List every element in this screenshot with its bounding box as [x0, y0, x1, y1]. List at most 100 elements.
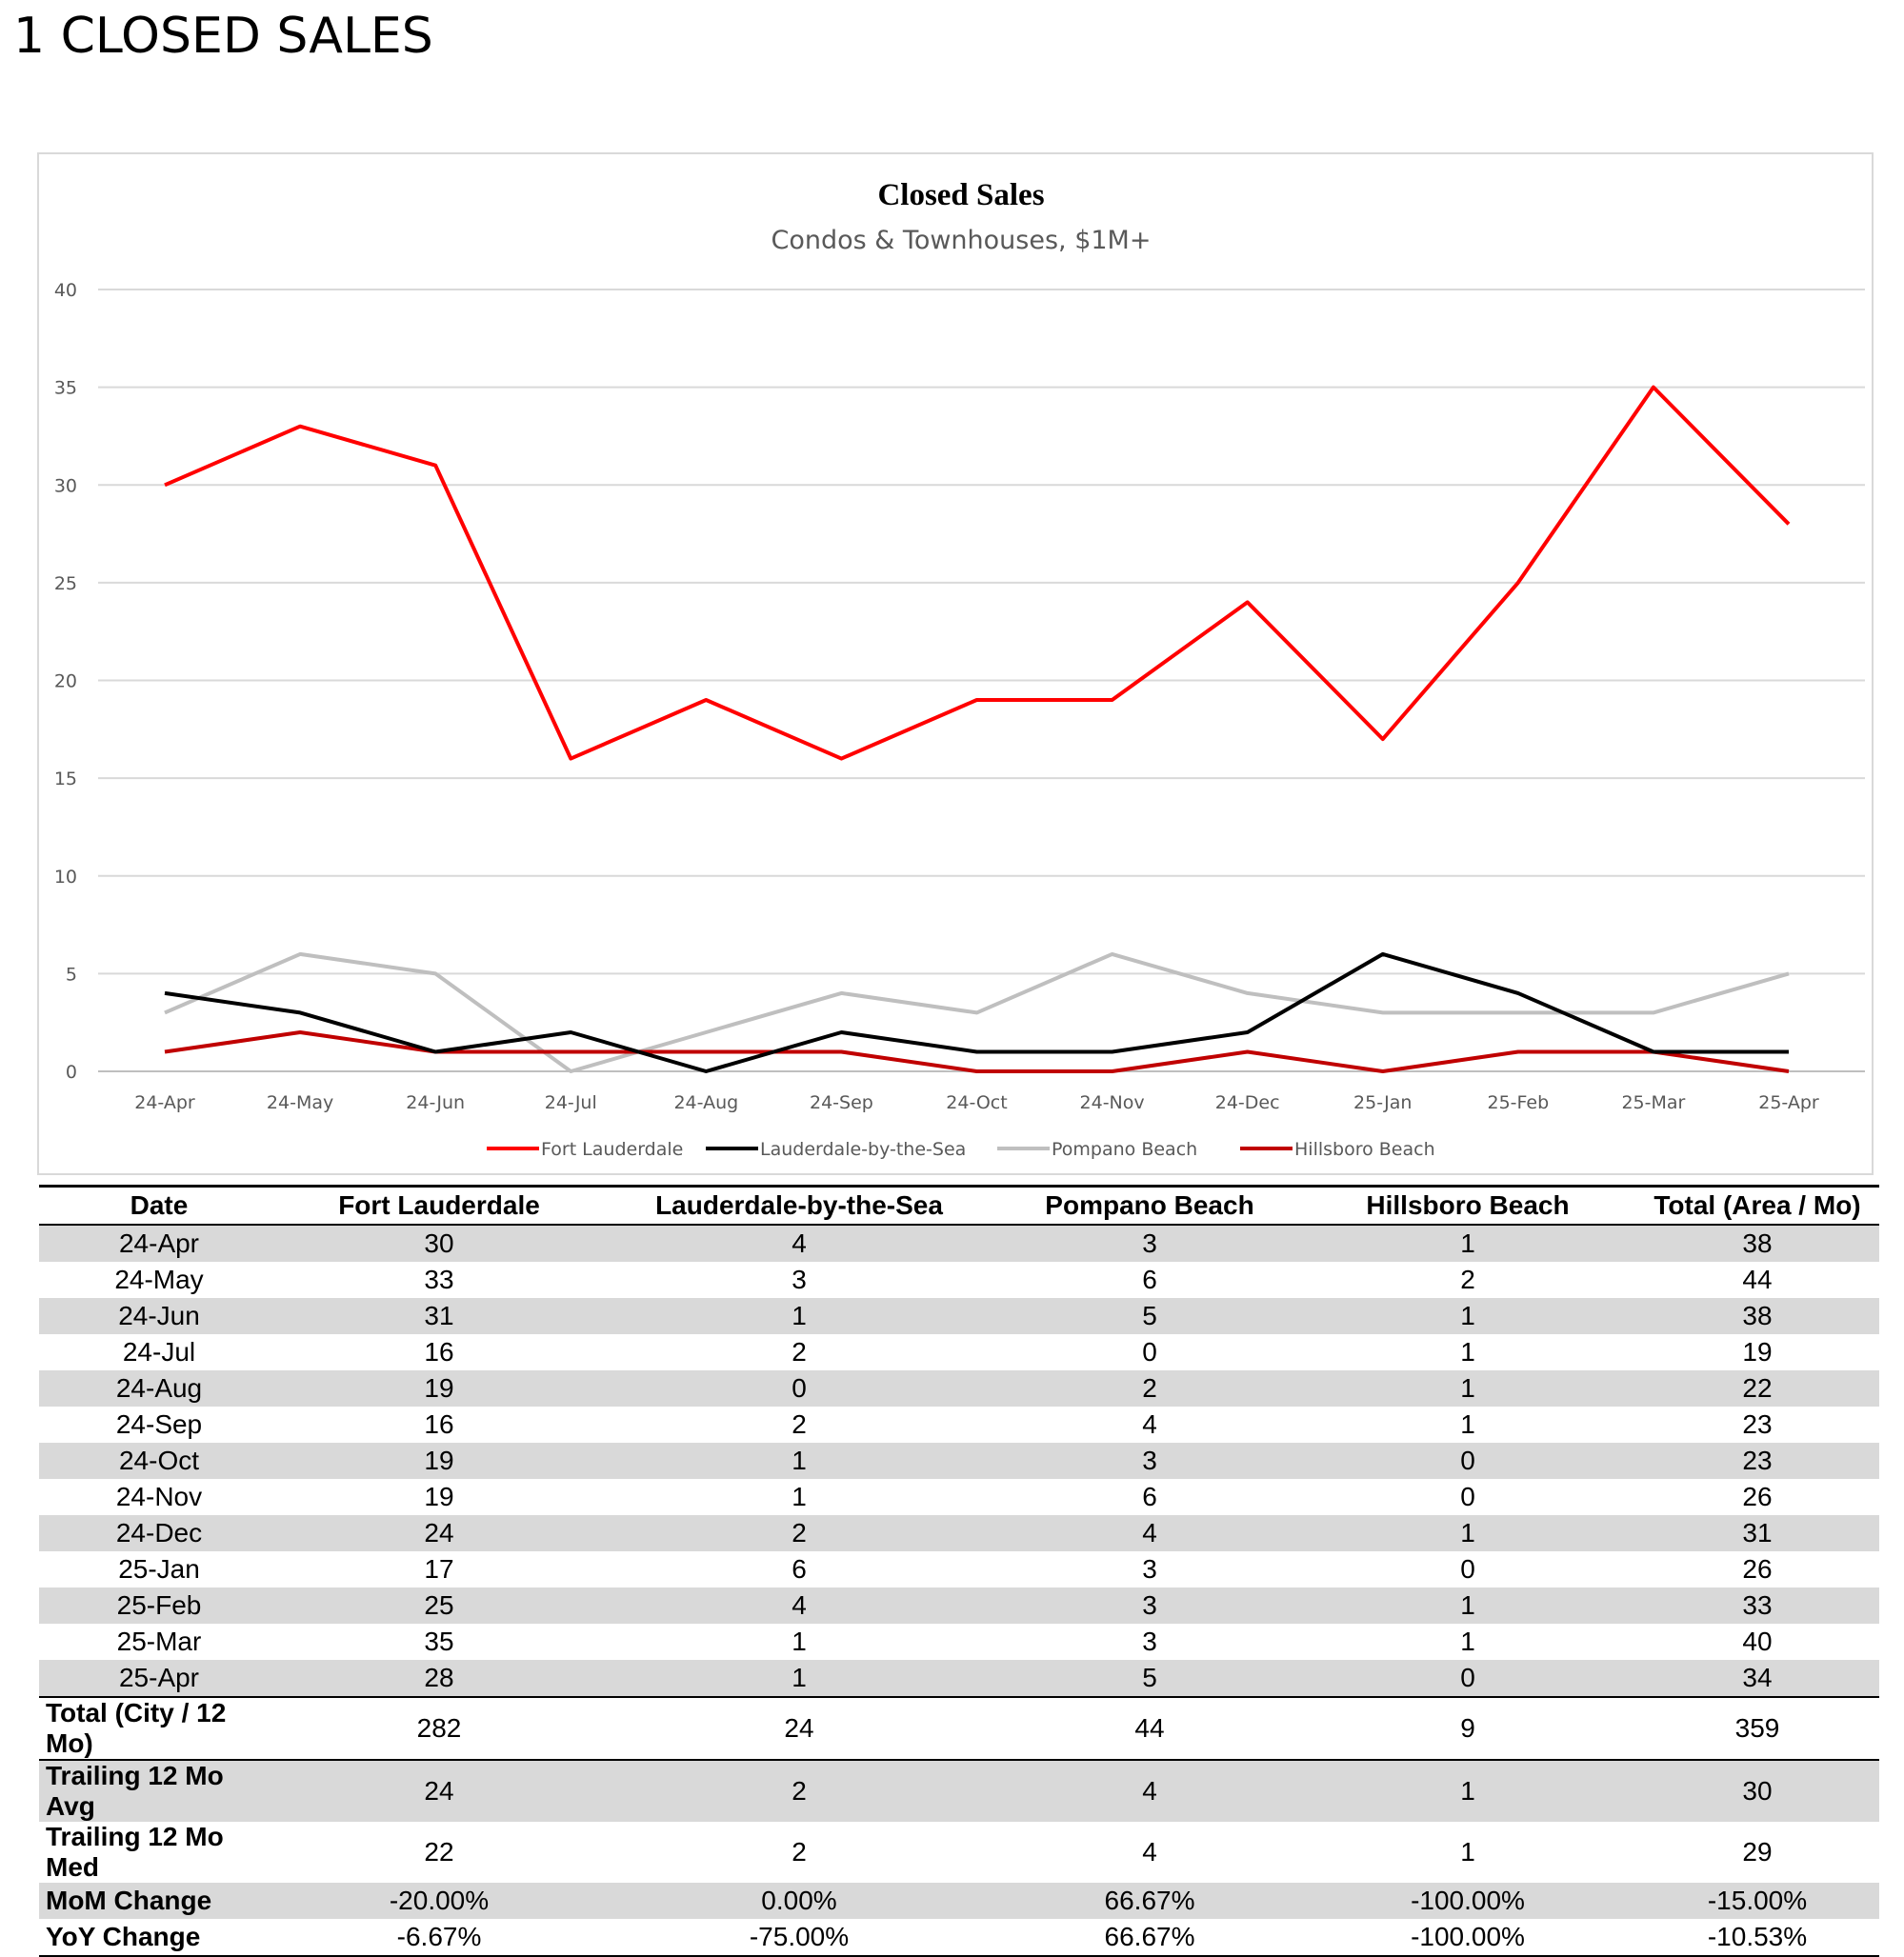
legend: Fort Lauderdale Lauderdale-by-the-Sea Pomp…: [487, 1139, 1435, 1160]
column-header: Lauderdale-by-the-Sea: [599, 1185, 999, 1226]
table-cell: 31: [279, 1298, 599, 1334]
table-cell: 4: [999, 1760, 1300, 1822]
table-cell: 3: [1142, 1554, 1157, 1584]
series-lines: [164, 385, 1791, 1073]
sales-table: Date Fort Lauderdale Lauderdale-by-the-Sea…: [39, 1185, 1879, 1957]
y-tick-label: 25: [54, 573, 77, 594]
table-cell: -15.00%: [1635, 1883, 1879, 1919]
table-cell: 5: [999, 1660, 1300, 1697]
y-tick-label: 30: [54, 475, 77, 496]
table-cell: 24-Jul: [122, 1337, 196, 1367]
table-cell: -100.00%: [1300, 1883, 1635, 1919]
table-cell: 1: [599, 1443, 999, 1479]
legend-label: Fort Lauderdale: [541, 1139, 683, 1160]
table-cell: 1: [1300, 1298, 1635, 1334]
table-cell: 30: [1635, 1760, 1879, 1822]
table-cell: 2: [599, 1515, 999, 1551]
x-tick-label: 24-Jul: [545, 1092, 597, 1113]
table-cell: 2: [792, 1837, 807, 1867]
legend-label: Hillsboro Beach: [1294, 1139, 1435, 1160]
column-header: Total (Area / Mo): [1635, 1185, 1879, 1226]
table-cell: 25-Apr: [39, 1660, 279, 1697]
table-cell: 1: [1460, 1409, 1475, 1439]
x-tick-label: 24-May: [267, 1092, 333, 1113]
table-row: 24-Apr 30 4 3 1 38: [39, 1225, 1879, 1262]
table-cell: 0: [1300, 1660, 1635, 1697]
table-row: 24-May 33 3 6 2 44: [39, 1262, 1879, 1298]
table-cell: 24: [279, 1760, 599, 1822]
table-row: 24-Oct 19 1 3 0 23: [39, 1443, 1879, 1479]
table-cell: 24: [599, 1696, 999, 1761]
table-cell: 3: [999, 1588, 1300, 1624]
gridlines: [98, 289, 1865, 1072]
table-cell: 9: [1300, 1696, 1635, 1761]
table-cell: 1: [1460, 1627, 1475, 1656]
y-tick-label: 20: [54, 671, 77, 692]
y-tick-label: 0: [66, 1062, 77, 1083]
table-cell: 3: [999, 1225, 1300, 1262]
y-tick-label: 5: [66, 964, 77, 985]
table-cell: 1: [1300, 1760, 1635, 1822]
series-line-fort-lauderdale: [164, 385, 1791, 761]
table-cell: 22: [1635, 1370, 1879, 1407]
x-tick-label: 25-Apr: [1758, 1092, 1819, 1113]
summary-label: Trailing 12 Mo Avg: [39, 1760, 279, 1822]
summary-row: Trailing 12 Mo Avg 24 2 4 1 30: [39, 1760, 1879, 1822]
summary-label: MoM Change: [39, 1883, 279, 1919]
table-row: 24-Aug 19 0 2 1 22: [39, 1370, 1879, 1407]
table-cell: 22: [424, 1837, 454, 1867]
table-cell: -100.00%: [1300, 1919, 1635, 1957]
table-cell: 26: [1742, 1482, 1773, 1511]
table-cell: 19: [424, 1482, 454, 1511]
x-tick-label: 24-Aug: [673, 1092, 738, 1113]
table-cell: 19: [279, 1370, 599, 1407]
table-cell: 0: [1460, 1482, 1475, 1511]
table-cell: 1: [1460, 1837, 1475, 1867]
table-cell: 24-Oct: [39, 1443, 279, 1479]
table-cell: 24-Dec: [39, 1515, 279, 1551]
table-cell: -10.53%: [1635, 1919, 1879, 1957]
table-cell: 6: [1142, 1482, 1157, 1511]
x-tick-label: 24-Oct: [946, 1092, 1007, 1113]
table-cell: 5: [999, 1298, 1300, 1334]
table-cell: 2: [792, 1409, 807, 1439]
table-cell: 1: [599, 1298, 999, 1334]
table-cell: 28: [279, 1660, 599, 1697]
table-cell: 2: [792, 1337, 807, 1367]
table-cell: 24-Apr: [39, 1225, 279, 1262]
table-cell: 0: [1300, 1443, 1635, 1479]
table-cell: 1: [1300, 1515, 1635, 1551]
x-tick-label: 24-Nov: [1080, 1092, 1145, 1113]
table-cell: 38: [1635, 1298, 1879, 1334]
column-header: Pompano Beach: [999, 1185, 1300, 1226]
line-chart: Closed Sales Condos & Townhouses, $1M+ 0…: [54, 178, 1865, 1160]
table-cell: 25: [279, 1588, 599, 1624]
table-cell: 66.67%: [999, 1919, 1300, 1957]
table-cell: 19: [279, 1443, 599, 1479]
series-line-pompano-beach: [164, 951, 1790, 1073]
column-header: Fort Lauderdale: [279, 1185, 599, 1226]
table-cell: 17: [424, 1554, 454, 1584]
x-tick-label: 25-Feb: [1487, 1092, 1549, 1113]
table-cell: -6.67%: [279, 1919, 599, 1957]
table-cell: 24: [279, 1515, 599, 1551]
summary-row: Total (City / 12 Mo) 282 24 44 9 359: [39, 1696, 1879, 1761]
table-cell: 6: [792, 1554, 807, 1584]
table-cell: 2: [1460, 1265, 1475, 1294]
chart-title: Closed Sales: [877, 178, 1044, 212]
x-tick-label: 24-Dec: [1215, 1092, 1280, 1113]
table-cell: 26: [1742, 1554, 1773, 1584]
table-cell: 24-Aug: [39, 1370, 279, 1407]
table-header-row: Date Fort Lauderdale Lauderdale-by-the-Sea…: [39, 1185, 1879, 1226]
table-cell: 16: [424, 1409, 454, 1439]
chart-area: Closed Sales Condos & Townhouses, $1M+ 0…: [37, 152, 1874, 1175]
summary-row: Trailing 12 Mo Med 22 2 4 1 29: [39, 1822, 1879, 1883]
table-cell: 1: [792, 1482, 807, 1511]
table-cell: 1: [1300, 1588, 1635, 1624]
table-cell: 3: [999, 1443, 1300, 1479]
table-cell: 40: [1742, 1627, 1773, 1656]
table-cell: 25-Mar: [116, 1627, 202, 1656]
table-cell: 16: [424, 1337, 454, 1367]
table-cell: 0: [599, 1370, 999, 1407]
table-cell: -75.00%: [599, 1919, 999, 1957]
